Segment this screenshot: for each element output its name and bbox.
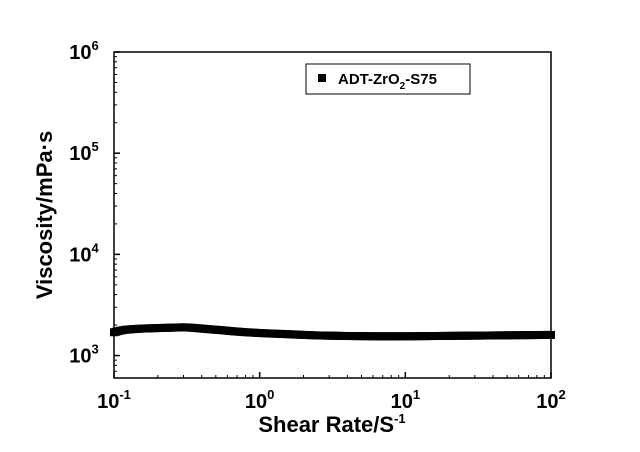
legend-box (305, 63, 471, 95)
x-axis-title: Shear Rate/S-1 (258, 411, 405, 437)
x-axis-ticks: 10-1 100 101 102 (97, 372, 566, 413)
legend-marker (318, 74, 326, 82)
x-tick-label: 10-1 (97, 387, 131, 413)
y-axis-ticks: 103 104 105 106 (69, 38, 120, 379)
series-points (110, 323, 555, 341)
x-tick-label: 101 (391, 387, 420, 413)
y-axis-title: Viscosity/mPa·s (32, 131, 57, 299)
legend: ADT-ZrO2-S75 (305, 63, 471, 95)
plot-frame (113, 51, 552, 379)
data-point (547, 330, 555, 339)
y-tick-label: 104 (69, 240, 99, 266)
x-tick-label: 102 (536, 387, 565, 413)
y-tick-label: 103 (69, 342, 98, 368)
y-tick-label: 105 (69, 139, 98, 165)
x-tick-label: 100 (245, 387, 274, 413)
legend-label: ADT-ZrO2-S75 (338, 71, 437, 92)
y-tick-label: 106 (69, 38, 98, 64)
